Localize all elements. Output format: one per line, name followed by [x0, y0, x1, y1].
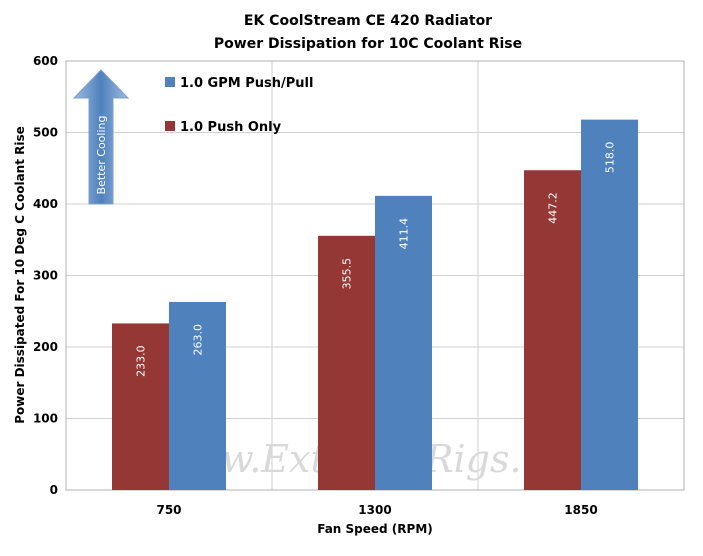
chart-subtitle: Power Dissipation for 10C Coolant Rise: [214, 36, 522, 52]
y-tick-label: 400: [33, 197, 58, 211]
data-label: 233.0: [135, 345, 148, 377]
y-tick-label: 600: [33, 54, 58, 68]
bar-push-only-1850: [524, 170, 581, 490]
legend: 1.0 GPM Push/Pull 1.0 Push Only: [165, 76, 313, 135]
data-label: 447.2: [547, 192, 560, 224]
x-axis-title: Fan Speed (RPM): [317, 522, 433, 536]
y-tick-label: 500: [33, 126, 58, 140]
x-axis-ticks: 750 1300 1850: [156, 503, 597, 517]
bar-push-pull-750: [169, 301, 226, 490]
bar-push-only-1300: [318, 235, 375, 490]
y-tick-label: 0: [50, 483, 58, 497]
x-tick-label: 1300: [358, 503, 391, 517]
data-label: 355.5: [341, 258, 354, 290]
bar-push-only-750: [112, 323, 169, 490]
bars: 233.0 263.0 355.5 411.4 447.2 518.0: [112, 119, 638, 490]
legend-swatch-push-pull: [165, 77, 175, 87]
better-cooling-label: Better Cooling: [95, 116, 108, 195]
legend-label-push-pull: 1.0 GPM Push/Pull: [180, 76, 313, 91]
bar-push-pull-1850: [581, 119, 638, 490]
legend-label-push-only: 1.0 Push Only: [180, 120, 282, 135]
y-tick-label: 300: [33, 269, 58, 283]
y-tick-label: 100: [33, 412, 58, 426]
bar-push-pull-1300: [375, 195, 432, 490]
better-cooling-arrow: Better Cooling: [72, 69, 130, 205]
x-tick-label: 1850: [564, 503, 597, 517]
data-label: 263.0: [192, 324, 205, 356]
legend-swatch-push-only: [165, 121, 175, 131]
x-tick-label: 750: [156, 503, 181, 517]
data-label: 518.0: [604, 142, 617, 174]
chart-title: EK CoolStream CE 420 Radiator: [244, 13, 492, 29]
y-axis-title: Power Dissipated For 10 Deg C Coolant Ri…: [13, 126, 27, 424]
y-axis-ticks: 0 100 200 300 400 500 600: [33, 54, 58, 497]
y-tick-label: 200: [33, 340, 58, 354]
data-label: 411.4: [398, 218, 411, 250]
